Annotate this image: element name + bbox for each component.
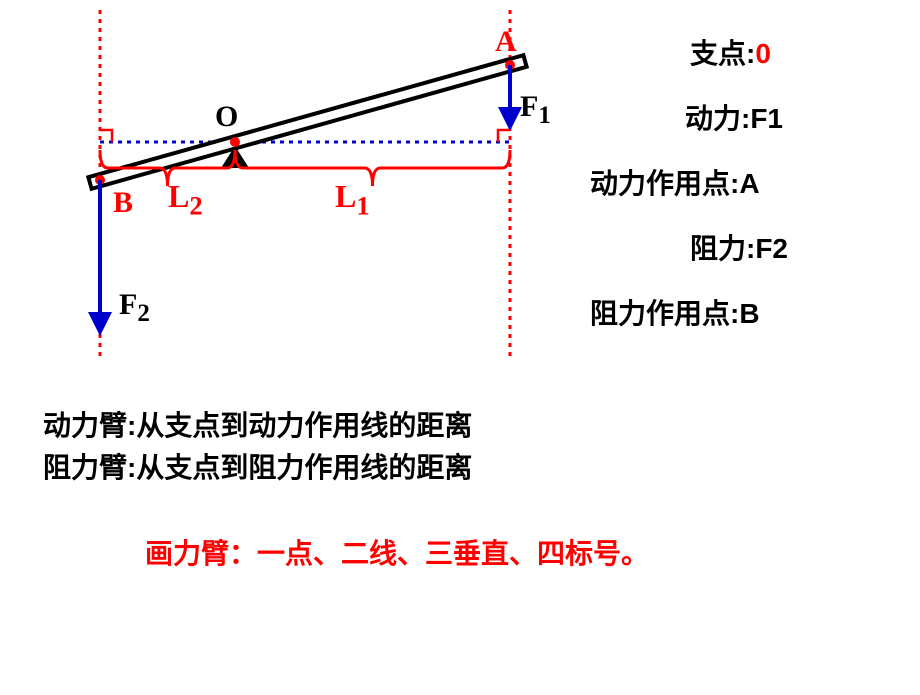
- legend-item-2: 动力作用点:A: [590, 162, 760, 202]
- legend-item-4: 阻力作用点:B: [590, 292, 760, 332]
- definition-line2: 阻力臂:从支点到阻力作用线的距离: [43, 446, 472, 486]
- label-L2: L2: [168, 178, 203, 221]
- tip-text: 画力臂：一点、二线、三垂直、四标号。: [145, 532, 649, 572]
- label-O: O: [215, 100, 238, 134]
- legend-item-0: 支点:0: [690, 32, 771, 72]
- legend-item-1: 动力:F1: [685, 97, 783, 137]
- label-A: A: [495, 25, 517, 59]
- legend-item-3: 阻力:F2: [690, 227, 788, 267]
- label-F1: F1: [520, 90, 551, 130]
- label-B: B: [113, 186, 133, 220]
- definition-line1: 动力臂:从支点到动力作用线的距离: [43, 404, 472, 444]
- label-F2: F2: [119, 288, 150, 328]
- label-L1: L1: [335, 178, 370, 221]
